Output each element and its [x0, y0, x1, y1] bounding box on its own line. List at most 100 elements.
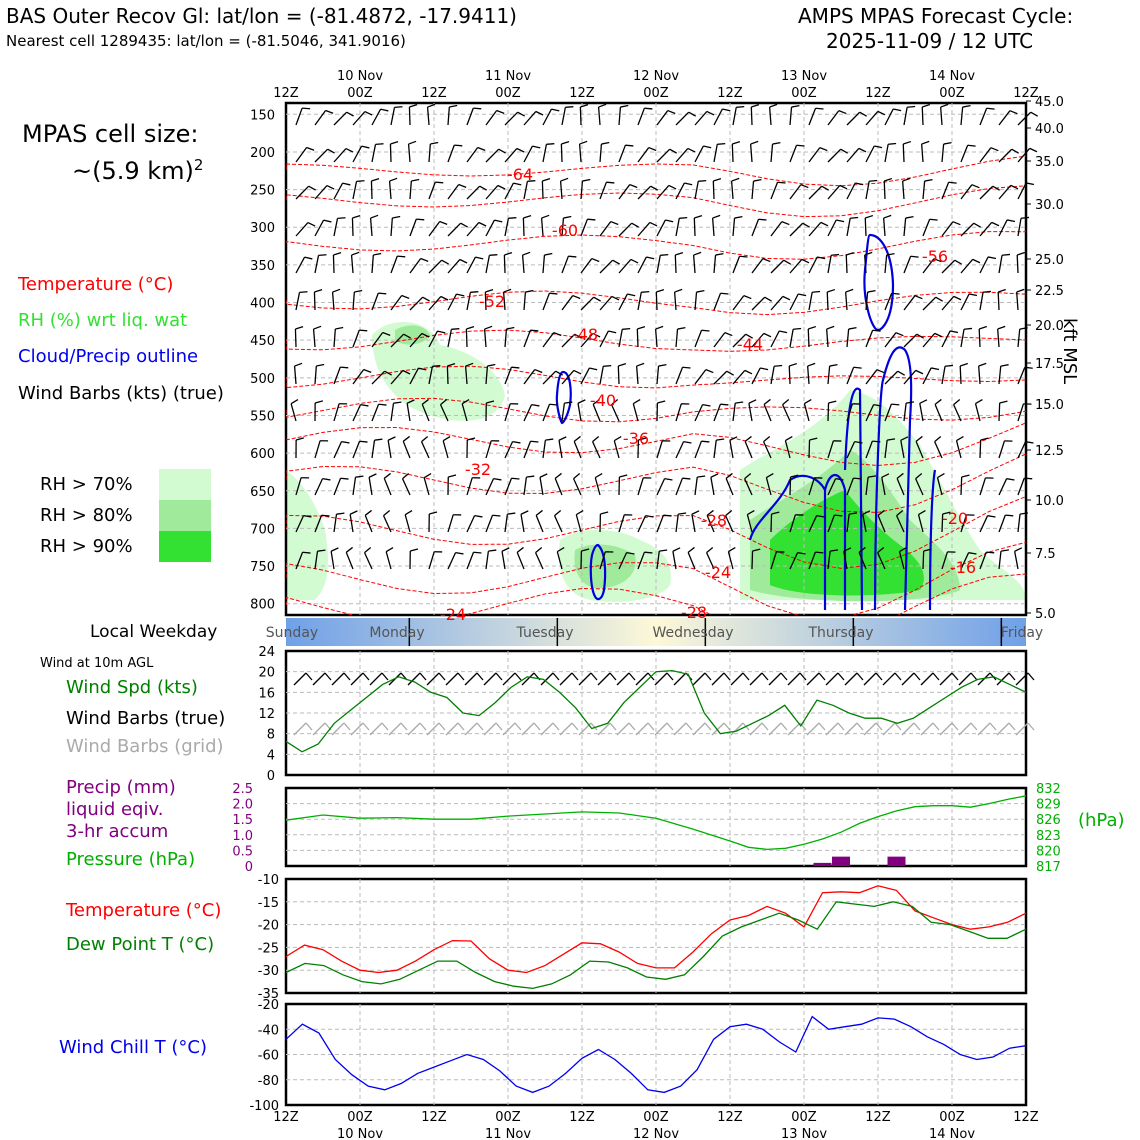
wind-barb-feather: [896, 472, 904, 479]
wind-barb-feather: [762, 258, 771, 263]
surface-wind-barb: [464, 672, 478, 686]
wind-barb-feather: [435, 181, 444, 184]
wind-barb-feather: [674, 288, 683, 293]
wind-barb: [363, 552, 373, 570]
wind-barb: [637, 107, 646, 126]
surface-wind-barb: [749, 672, 763, 686]
legend-rh: RH (%) wrt liq. wat: [18, 310, 188, 331]
wind-barb-feather: [999, 400, 1008, 404]
wind-barb: [789, 329, 794, 348]
wind-barb: [331, 292, 335, 311]
surface-wind-barb-feather: [514, 672, 522, 681]
wind-barb-feather: [345, 546, 354, 553]
wind-barb-feather: [606, 181, 615, 184]
wind-barb-feather: [487, 363, 496, 367]
wind-barb: [561, 295, 574, 311]
wind-barb-feather: [420, 257, 429, 262]
wind-barb-feather: [899, 547, 907, 553]
wind-barb: [461, 403, 468, 422]
wind-barb: [998, 478, 1008, 496]
wind-barb: [503, 254, 506, 274]
wind-barb: [865, 369, 878, 385]
wind-barb: [350, 255, 354, 274]
wind-barb: [520, 514, 525, 533]
wind-barb-feather: [587, 218, 596, 221]
wind-barb-feather: [1025, 441, 1034, 444]
wind-barb-feather: [496, 109, 505, 114]
wind-barb-feather: [317, 549, 326, 552]
wind-barb: [770, 295, 784, 311]
wind-barb: [934, 404, 943, 422]
wind-barb-feather: [687, 546, 695, 553]
wind-barb: [613, 440, 620, 459]
wind-barb-feather: [1011, 148, 1019, 154]
temperature-contour: [286, 453, 1026, 513]
wind-barb-feather: [423, 472, 432, 479]
wind-barb-feather: [592, 332, 601, 338]
wind-barb-feather: [986, 107, 995, 110]
wind-barb: [637, 477, 644, 496]
grid-wind-barb: [559, 722, 573, 736]
wind-barb-feather: [665, 219, 674, 223]
surface-wind-barb: [806, 672, 820, 686]
wind-barb: [333, 148, 347, 163]
wind-barb-feather: [404, 509, 413, 516]
wind-barb: [936, 477, 943, 496]
kft-tick: 10.0: [1035, 494, 1064, 509]
wind-barb-feather: [427, 103, 436, 108]
wind-barb: [727, 551, 734, 570]
kft-tick: 20.0: [1035, 319, 1064, 334]
wind-barb-feather: [544, 252, 553, 256]
wind-barb: [922, 181, 926, 200]
wind-barb-feather: [953, 398, 961, 406]
wind-barb: [352, 477, 357, 496]
wind-barb-feather: [577, 399, 586, 404]
wind-barb: [352, 111, 366, 126]
wind-barb: [960, 293, 970, 311]
wind-barb-feather: [980, 437, 989, 441]
wind-barb-feather: [302, 551, 311, 554]
wind-barb: [691, 514, 696, 533]
grid-wind-barb-feather: [666, 722, 674, 731]
wind-barb-feather: [706, 546, 714, 554]
wind-barb-feather: [921, 140, 930, 145]
wind-barb: [485, 110, 498, 126]
wind-barb: [827, 478, 837, 496]
wind-barb-feather: [382, 331, 391, 336]
wind-barb: [466, 107, 474, 126]
precip-tick: 1.5: [232, 813, 253, 828]
wind-barb: [464, 366, 468, 385]
wind-chill-tick: -20: [258, 998, 279, 1013]
wind-barb: [516, 552, 525, 570]
wind-barb: [808, 515, 818, 533]
wind-barb-feather: [622, 327, 631, 330]
wind-barb: [656, 255, 661, 274]
wind-barb-feather: [451, 328, 460, 330]
wind-barb-feather: [853, 366, 862, 369]
wind-barb: [922, 296, 937, 311]
wind-barb-feather: [498, 148, 506, 154]
wind-barb-feather: [817, 256, 826, 260]
wind-barb: [387, 440, 392, 459]
wind-barb-feather: [942, 511, 951, 515]
wind-barb: [903, 333, 918, 348]
wind-barb-feather: [416, 218, 425, 221]
wind-barb: [808, 256, 818, 274]
wind-barb-feather: [712, 214, 721, 219]
surface-wind-barb: [540, 672, 554, 686]
wind-barb-feather: [929, 218, 938, 221]
wind-barb-feather: [968, 552, 977, 555]
wind-barb: [694, 477, 698, 496]
wind-barb: [960, 329, 965, 348]
wind-barb: [974, 403, 981, 422]
dewpoint-line: [285, 901, 1027, 990]
wind-barb-feather: [612, 259, 620, 265]
wind-barb-feather: [321, 514, 330, 517]
wind-barb: [694, 329, 703, 348]
wind-barb-feather: [473, 551, 482, 554]
wind-barb: [730, 181, 734, 200]
grid-wind-barb: [920, 722, 934, 736]
wind-barb: [485, 551, 490, 570]
surface-wind-barb-feather: [1008, 672, 1016, 681]
surface-wind-barb: [521, 672, 535, 686]
